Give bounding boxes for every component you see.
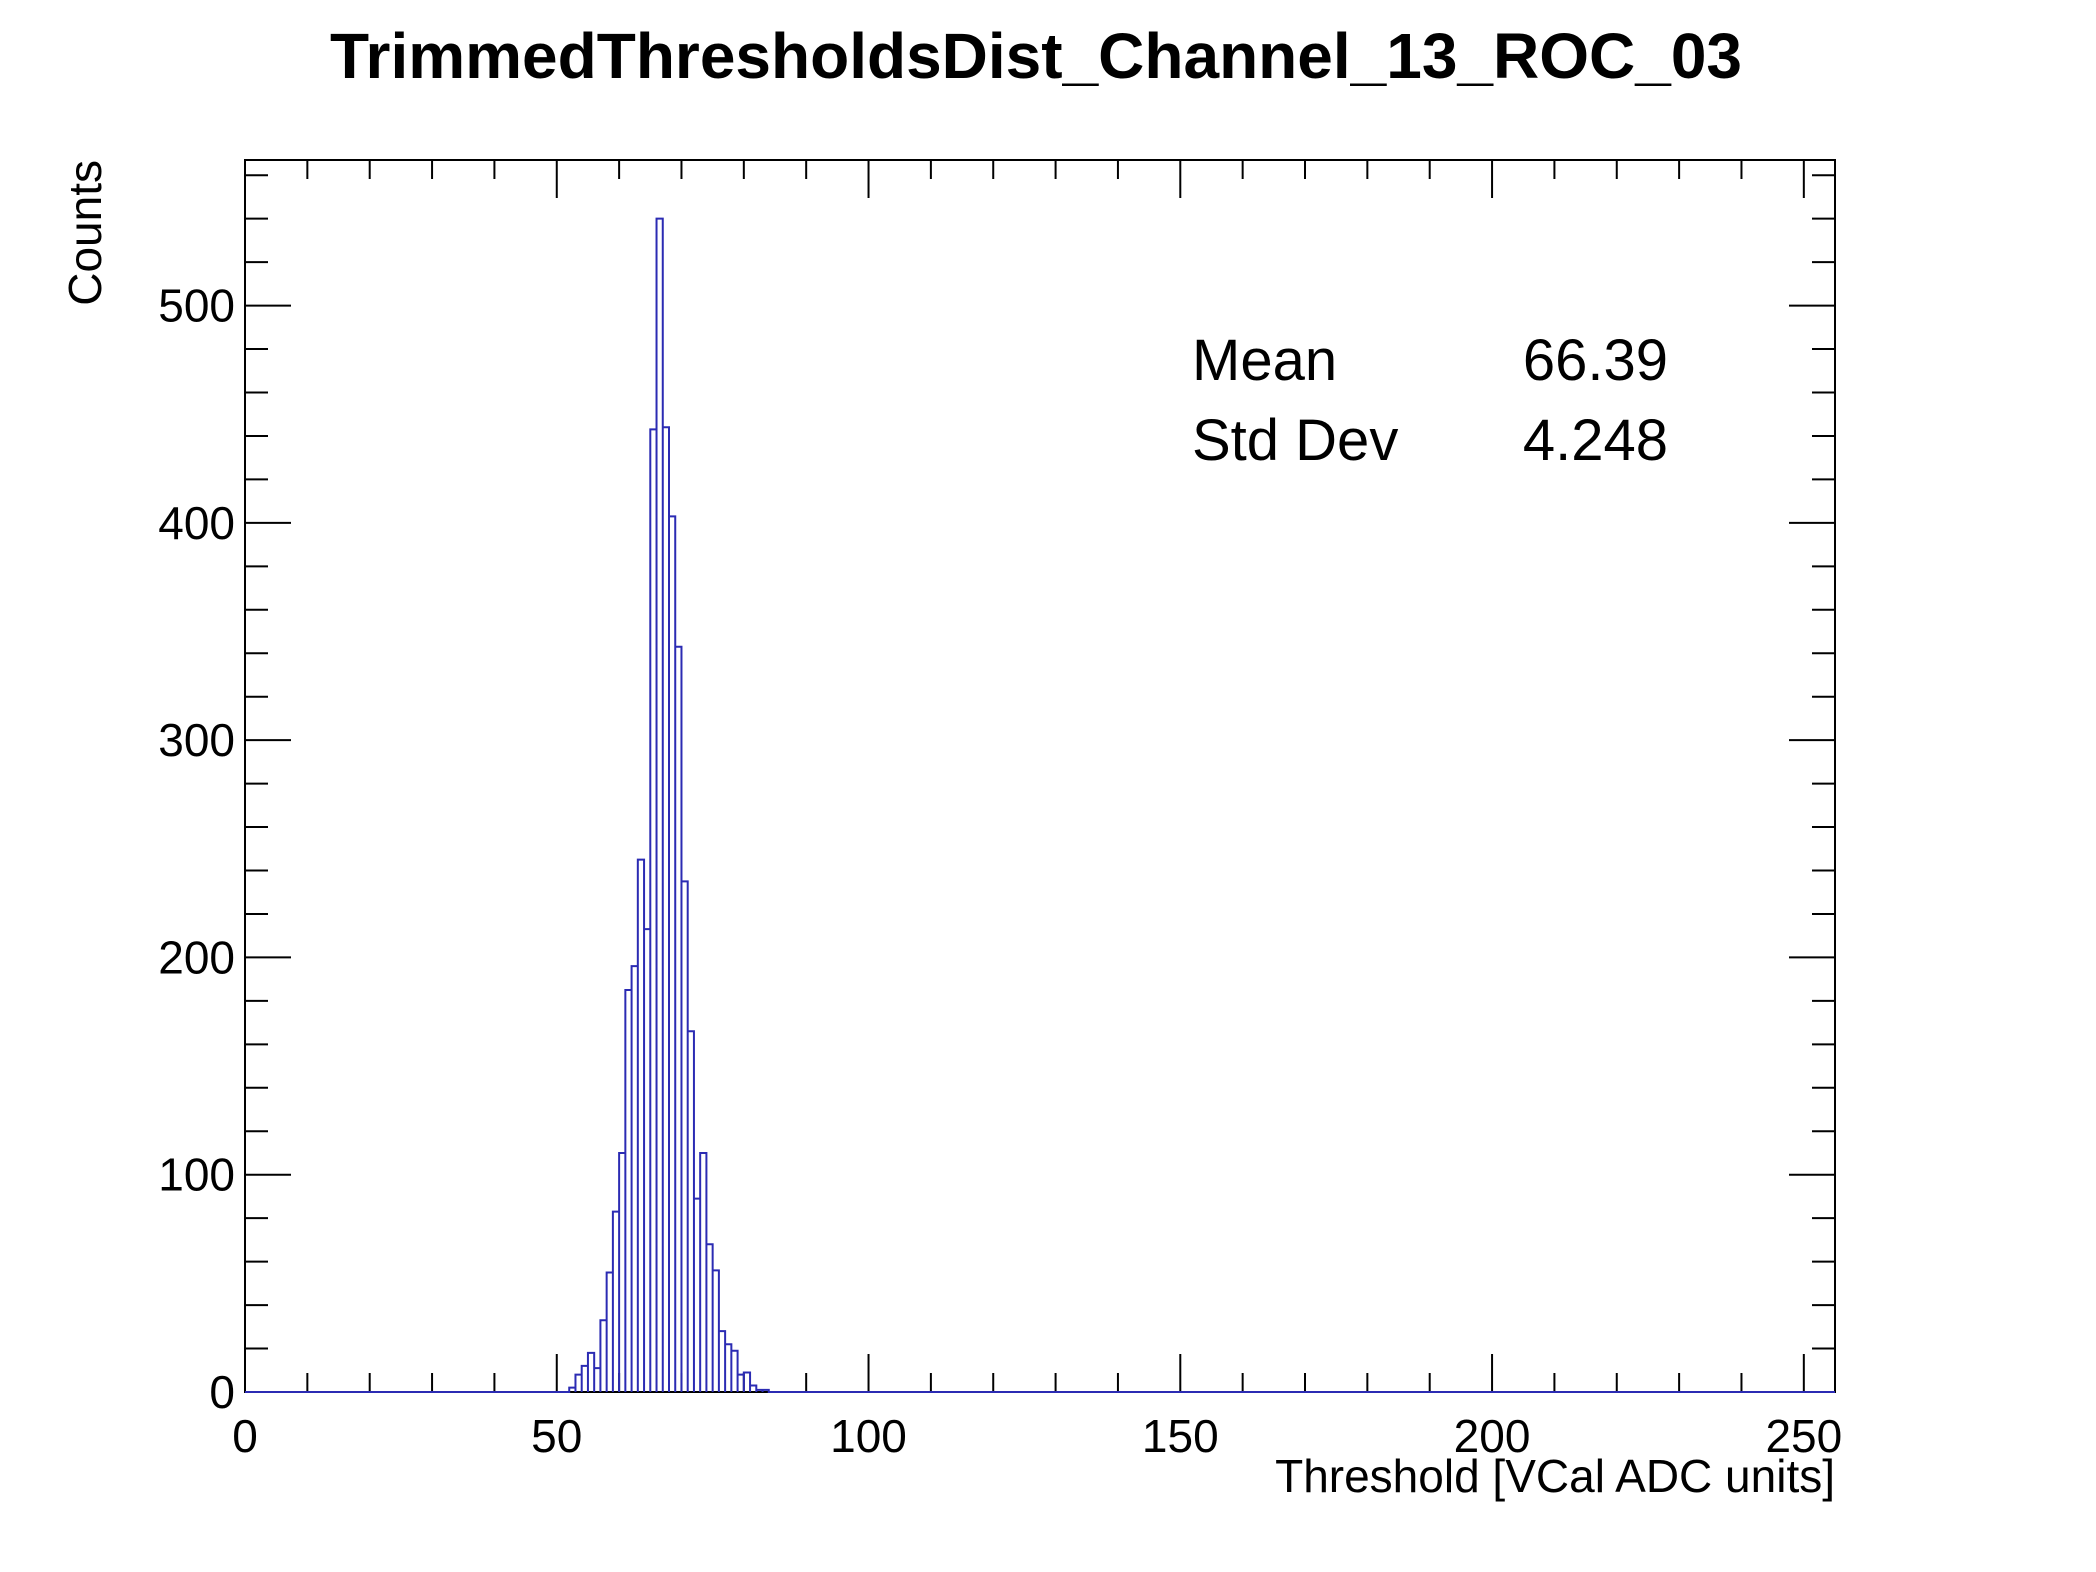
x-tick-label: 0 — [232, 1410, 258, 1462]
y-tick-label: 300 — [158, 714, 235, 766]
y-tick-label: 500 — [158, 280, 235, 332]
stats-std-value: 4.248 — [1523, 408, 1668, 473]
stats-std-label: Std Dev — [1192, 408, 1398, 473]
y-axis-tick-labels: 0 100 200 300 400 500 — [158, 280, 235, 1418]
stats-mean-label: Mean — [1192, 328, 1337, 393]
y-tick-label: 100 — [158, 1149, 235, 1201]
stats-mean-value: 66.39 — [1523, 328, 1668, 393]
x-tick-label: 250 — [1765, 1410, 1842, 1462]
histogram-series-line — [245, 217, 1835, 1393]
x-tick-label: 200 — [1454, 1410, 1531, 1462]
y-axis-label: Counts — [59, 160, 111, 306]
y-tick-label: 400 — [158, 497, 235, 549]
y-tick-label: 0 — [209, 1366, 235, 1418]
stats-box: Mean 66.39 Std Dev 4.248 — [1192, 328, 1668, 473]
x-axis-tick-labels: 0 50 100 150 200 250 — [232, 1410, 1842, 1462]
x-tick-label: 100 — [830, 1410, 907, 1462]
y-axis-ticks — [245, 174, 1835, 1393]
y-tick-label: 200 — [158, 931, 235, 983]
x-tick-label: 150 — [1142, 1410, 1219, 1462]
x-axis-label: Threshold [VCal ADC units] — [1275, 1450, 1835, 1502]
x-axis-ticks — [244, 160, 1805, 1392]
x-tick-label: 50 — [531, 1410, 582, 1462]
chart-title: TrimmedThresholdsDist_Channel_13_ROC_03 — [330, 20, 1742, 92]
